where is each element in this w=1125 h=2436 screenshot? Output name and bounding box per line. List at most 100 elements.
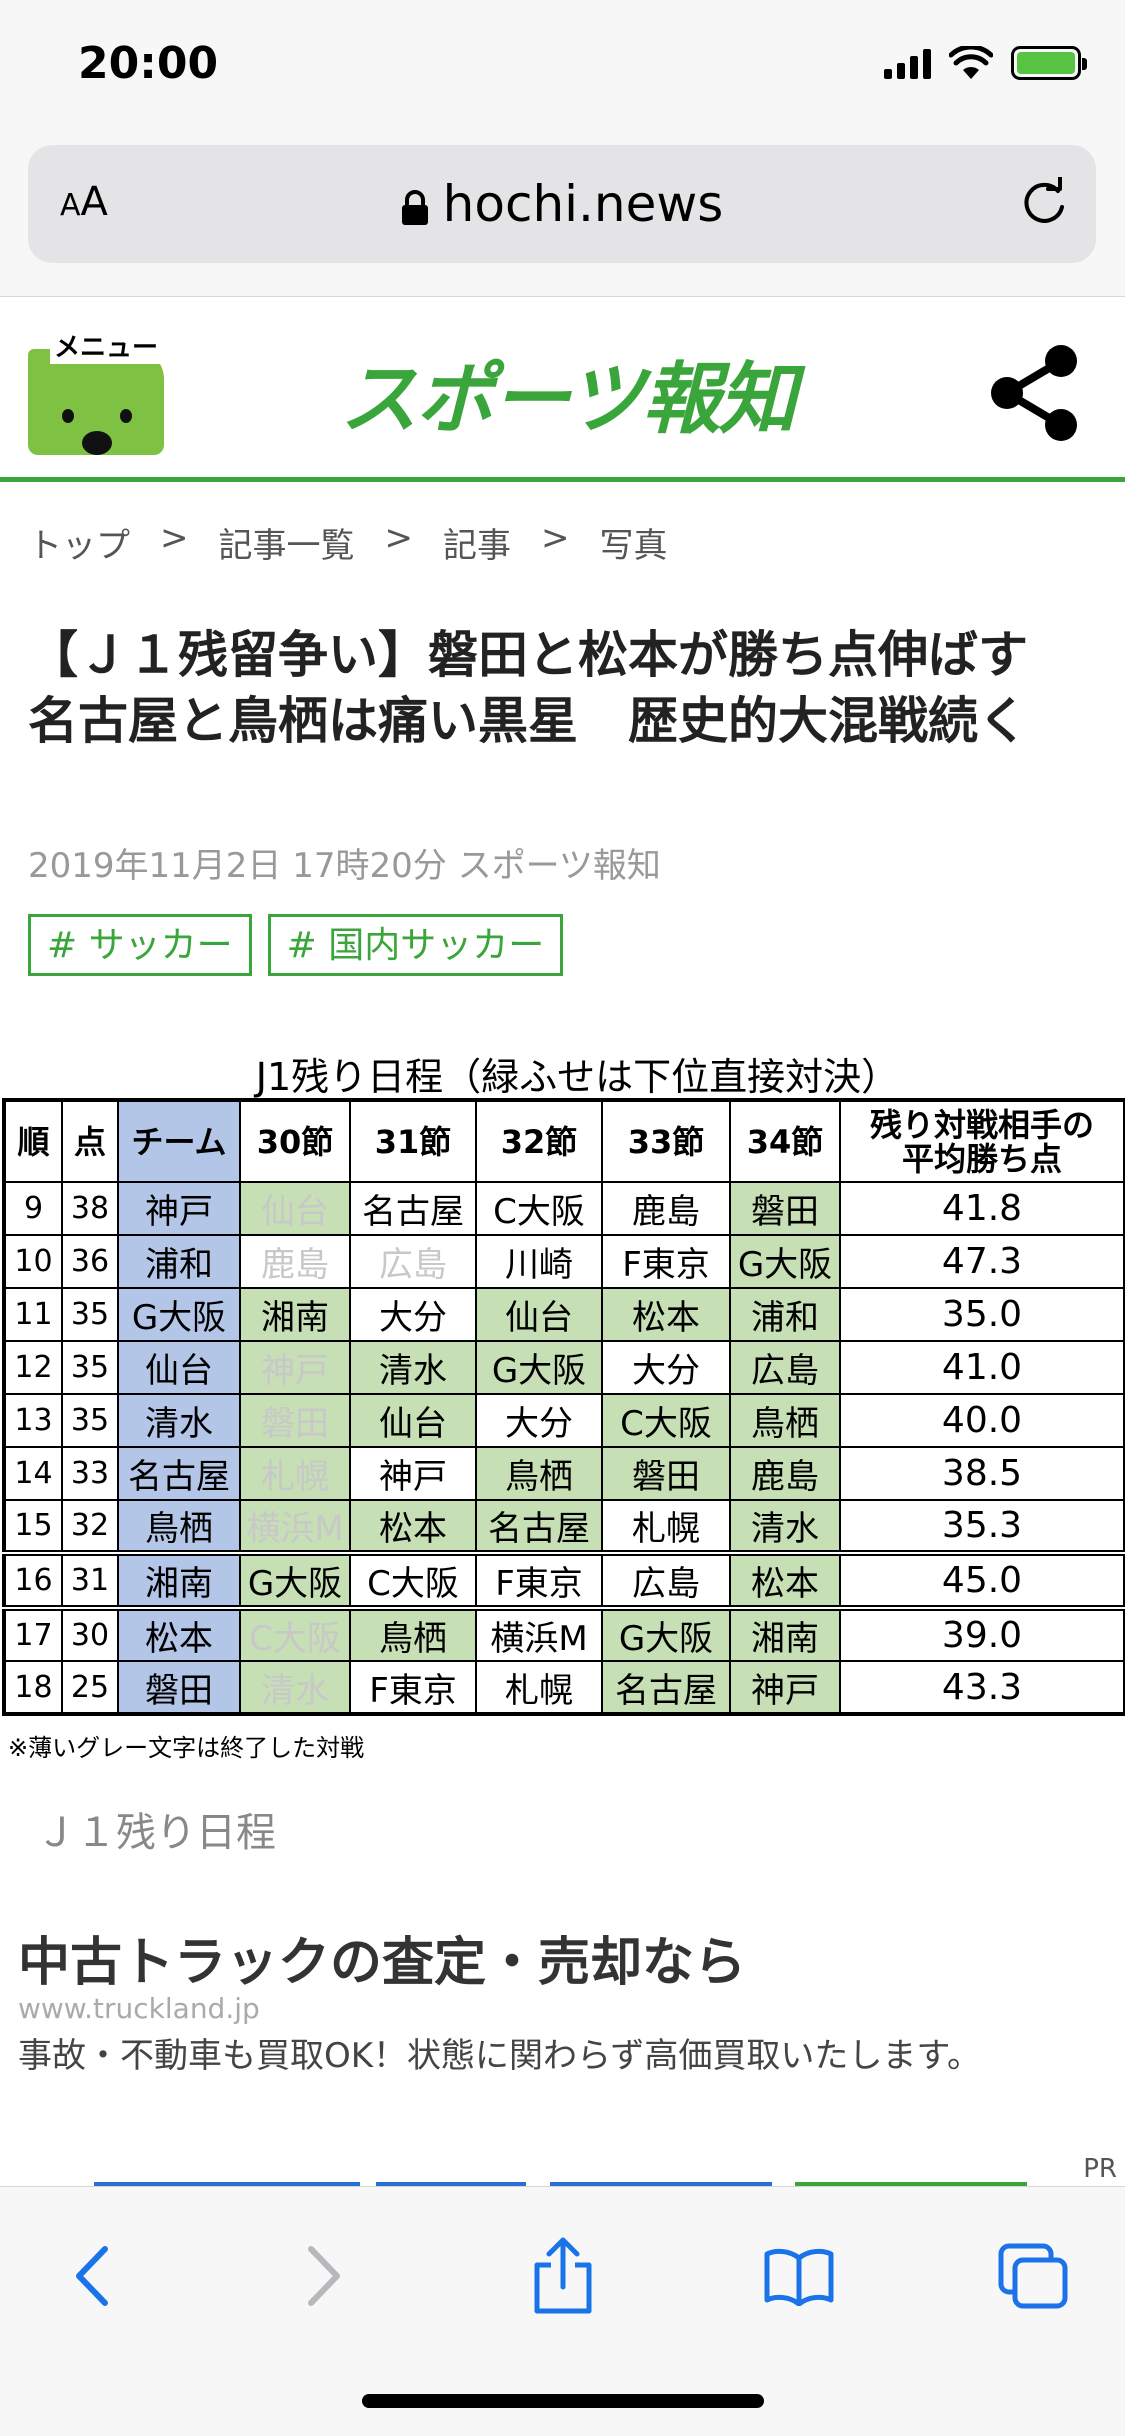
cell-rank: 14 xyxy=(3,1446,63,1501)
table-row: 11 35 G大阪 湘南 大分 仙台 松本 浦和 35.0 xyxy=(3,1287,1125,1342)
cell-team: 磐田 xyxy=(117,1660,241,1715)
cell-round-32: 鳥栖 xyxy=(475,1446,603,1501)
cell-round-34: 松本 xyxy=(729,1550,841,1609)
cell-round-30: 湘南 xyxy=(239,1287,351,1342)
cell-rank: 9 xyxy=(3,1181,63,1236)
header-rank: 順 xyxy=(3,1099,63,1183)
table-row: 10 36 浦和 鹿島 広島 川崎 F東京 G大阪 47.3 xyxy=(3,1234,1125,1289)
bookmarks-button[interactable] xyxy=(754,2231,844,2321)
cell-rank: 11 xyxy=(3,1287,63,1342)
cell-average: 41.0 xyxy=(839,1340,1125,1395)
cell-points: 35 xyxy=(61,1287,119,1342)
cell-points: 32 xyxy=(61,1499,119,1554)
cell-round-33: 大分 xyxy=(601,1340,731,1395)
url-display[interactable]: hochi.news xyxy=(28,175,1096,233)
cell-round-30: 鹿島 xyxy=(239,1234,351,1289)
menu-button[interactable]: メニュー xyxy=(28,327,164,455)
ad-strips xyxy=(0,2182,1125,2188)
cell-round-34: 神戸 xyxy=(729,1660,841,1715)
cell-points: 36 xyxy=(61,1234,119,1289)
site-logo[interactable]: スポーツ報知 xyxy=(340,355,796,445)
cell-rank: 18 xyxy=(3,1660,63,1715)
breadcrumb-separator: > xyxy=(541,518,570,558)
cell-rank: 10 xyxy=(3,1234,63,1289)
breadcrumb-item-top[interactable]: トップ xyxy=(28,526,130,566)
photo-caption: Ｊ１残り日程 xyxy=(36,1810,276,1856)
battery-icon xyxy=(1011,46,1087,80)
cell-round-31: F東京 xyxy=(349,1660,477,1715)
tag-domestic-soccer[interactable]: # 国内サッカー xyxy=(267,914,564,976)
cell-round-32: F東京 xyxy=(475,1550,603,1609)
header-round-34: 34節 xyxy=(729,1099,841,1183)
cell-round-34: 磐田 xyxy=(729,1181,841,1236)
tag-list: # サッカー # 国内サッカー xyxy=(28,914,564,976)
cell-points: 31 xyxy=(61,1550,119,1609)
cell-round-33: G大阪 xyxy=(601,1605,731,1662)
header-round-30: 30節 xyxy=(239,1099,351,1183)
status-time: 20:00 xyxy=(78,38,219,89)
cell-round-30: C大阪 xyxy=(239,1605,351,1662)
breadcrumb-item-article[interactable]: 記事 xyxy=(443,526,511,566)
url-text: hochi.news xyxy=(442,175,724,233)
forward-icon xyxy=(308,2246,340,2306)
cell-team: G大阪 xyxy=(117,1287,241,1342)
cell-average: 45.0 xyxy=(839,1550,1125,1609)
ad-pr-label: PR xyxy=(1083,2154,1117,2184)
table-row: 13 35 清水 磐田 仙台 大分 C大阪 鳥栖 40.0 xyxy=(3,1393,1125,1448)
table-row: 12 35 仙台 神戸 清水 G大阪 大分 広島 41.0 xyxy=(3,1340,1125,1395)
cell-round-31: 鳥栖 xyxy=(349,1605,477,1662)
cell-round-30: G大阪 xyxy=(239,1550,351,1609)
cell-rank: 16 xyxy=(3,1550,63,1609)
cell-round-30: 仙台 xyxy=(239,1181,351,1236)
reload-icon[interactable] xyxy=(1018,177,1070,229)
cell-round-33: 松本 xyxy=(601,1287,731,1342)
cell-average: 47.3 xyxy=(839,1234,1125,1289)
breadcrumb-item-photo: 写真 xyxy=(599,526,668,566)
home-indicator xyxy=(362,2394,764,2408)
cellular-signal-icon xyxy=(884,47,931,79)
share-sheet-icon xyxy=(534,2237,592,2314)
table-row: 17 30 松本 C大阪 鳥栖 横浜M G大阪 湘南 39.0 xyxy=(3,1605,1125,1662)
cell-team: 名古屋 xyxy=(117,1446,241,1501)
tag-soccer[interactable]: # サッカー xyxy=(28,914,252,976)
cell-round-34: 浦和 xyxy=(729,1287,841,1342)
cell-team: 鳥栖 xyxy=(117,1499,241,1554)
cell-round-32: 仙台 xyxy=(475,1287,603,1342)
cell-average: 39.0 xyxy=(839,1605,1125,1662)
cell-rank: 15 xyxy=(3,1499,63,1554)
ad-description[interactable]: 事故・不動車も買取OK！状態に関わらず高価買取いたします。 xyxy=(18,2036,981,2076)
back-icon xyxy=(76,2246,108,2306)
tabs-button[interactable] xyxy=(988,2231,1078,2321)
ad-url[interactable]: www.truckland.jp xyxy=(18,1992,260,2025)
cell-points: 30 xyxy=(61,1605,119,1662)
article-meta: 2019年11月2日 17時20分 スポーツ報知 xyxy=(28,846,661,886)
cell-round-34: G大阪 xyxy=(729,1234,841,1289)
table-title: J1残り日程（緑ふせは下位直接対決） xyxy=(255,1055,900,1099)
address-bar[interactable]: AA hochi.news xyxy=(28,145,1096,263)
breadcrumb-item-articles[interactable]: 記事一覧 xyxy=(218,526,355,566)
ad-title[interactable]: 中古トラックの査定・売却なら xyxy=(18,1933,747,1993)
cell-round-30: 清水 xyxy=(239,1660,351,1715)
cell-points: 33 xyxy=(61,1446,119,1501)
cell-round-34: 広島 xyxy=(729,1340,841,1395)
cell-round-32: 川崎 xyxy=(475,1234,603,1289)
cell-round-30: 磐田 xyxy=(239,1393,351,1448)
site-header: メニュー スポーツ報知 xyxy=(0,297,1125,482)
cell-round-33: 名古屋 xyxy=(601,1660,731,1715)
header-round-31: 31節 xyxy=(349,1099,477,1183)
cell-round-33: C大阪 xyxy=(601,1393,731,1448)
share-icon[interactable] xyxy=(987,343,1081,443)
mascot-icon xyxy=(28,349,164,455)
forward-button[interactable] xyxy=(280,2231,370,2321)
cell-round-30: 札幌 xyxy=(239,1446,351,1501)
cell-points: 38 xyxy=(61,1181,119,1236)
cell-round-34: 清水 xyxy=(729,1499,841,1554)
back-button[interactable] xyxy=(46,2231,136,2321)
cell-round-32: 横浜M xyxy=(475,1605,603,1662)
header-team: チーム xyxy=(117,1099,241,1183)
breadcrumb-separator: > xyxy=(160,518,189,558)
table-row: 14 33 名古屋 札幌 神戸 鳥栖 磐田 鹿島 38.5 xyxy=(3,1446,1125,1501)
text-size-button[interactable]: AA xyxy=(60,179,108,225)
cell-round-30: 神戸 xyxy=(239,1340,351,1395)
share-button[interactable] xyxy=(518,2231,608,2321)
